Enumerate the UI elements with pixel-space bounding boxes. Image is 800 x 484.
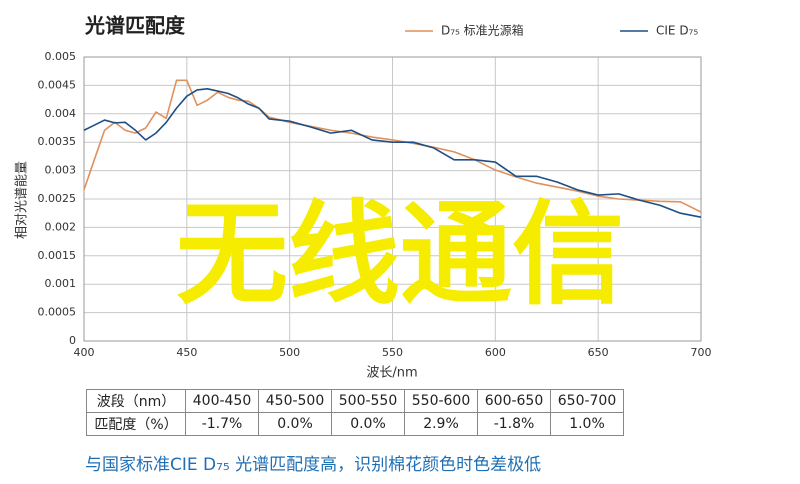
footer: 与国家标准CIE D₇₅ 光谱匹配度高，识别棉花颜色时色差极低 [85,455,542,475]
overlay-text: 无线通信 [176,190,624,320]
plot-frame [83,56,702,342]
x-tick-label: 600 [485,346,506,359]
table-cell: -1.7% [185,412,259,436]
x-tick-label: 700 [691,346,712,359]
table-cell: 550-600 [404,389,478,413]
table-cell: 1.0% [550,412,624,436]
x-tick-label: 400 [74,346,95,359]
y-tick-label: 0.003 [45,164,77,177]
y-axis-label: 相对光谱能量 [15,161,30,239]
table-cell: 0.0% [331,412,405,436]
x-tick-label: 550 [382,346,403,359]
table-cell: 波段（nm） [86,389,186,413]
y-tick-label: 0.0035 [38,135,77,148]
table-cell: 匹配度（%） [86,412,186,436]
match-table: 波段（nm） 400-450 450-500 500-550 550-600 600-65… [86,389,624,436]
y-tick-label: 0.0005 [38,306,77,319]
chart: 光谱匹配度 波长/nm 相对光谱能量 0 0.0005 0.001 0.0015 0.0… [15,14,712,381]
chart-title: 光谱匹配度 [84,14,186,38]
table-cell: 600-650 [477,389,551,413]
x-tick-label: 650 [588,346,609,359]
table-cell: 500-550 [331,389,405,413]
table-cell: 650-700 [550,389,624,413]
legend-label: D₇₅ 标准光源箱 [441,23,524,38]
y-tick-label: 0.002 [45,220,77,233]
table-cell: 450-500 [258,389,332,413]
x-axis-label: 波长/nm [366,366,417,381]
table-cell: 0.0% [258,412,332,436]
table-row: 波段（nm） 400-450 450-500 500-550 550-600 600-65… [86,389,624,413]
legend-label: CIE D₇₅ [656,24,698,38]
y-tick-label: 0.001 [45,277,77,290]
x-tick-label: 500 [279,346,300,359]
y-tick-label: 0.0015 [38,249,77,262]
y-tick-label: 0.0025 [38,192,77,205]
y-tick-label: 0.005 [45,50,77,63]
y-tick-label: 0 [69,334,76,347]
y-tick-label: 0.0045 [38,78,77,91]
table-cell: -1.8% [477,412,551,436]
x-tick-label: 450 [176,346,197,359]
table-cell: 2.9% [404,412,478,436]
table-cell: 400-450 [185,389,259,413]
table-row: 匹配度（%） -1.7% 0.0% 0.0% 2.9% -1.8% 1.0% [86,412,624,436]
series-line [83,88,702,218]
y-tick-label: 0.004 [45,107,77,120]
